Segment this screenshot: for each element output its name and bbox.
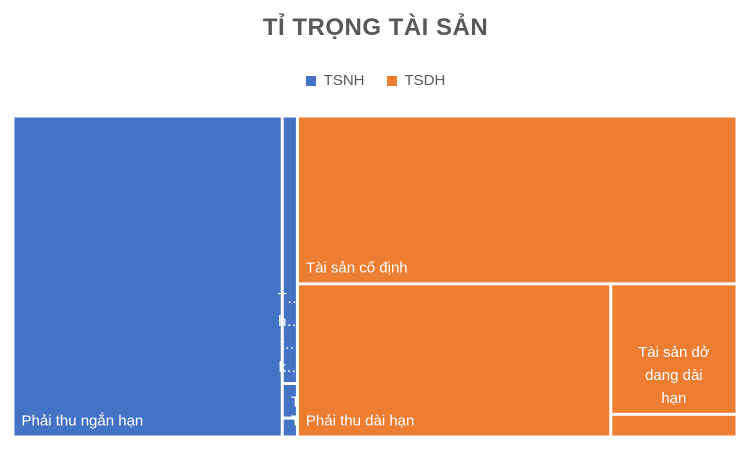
tile-tsnh-0: [14, 117, 281, 436]
tile-tsdh-0: [298, 117, 736, 283]
tile-label-tsnh-1-0: T…: [278, 290, 302, 307]
tile-label-tsnh-0-0: Phải thu ngắn hạn: [22, 413, 144, 430]
legend-swatch-tsnh: [305, 75, 316, 86]
tile-tsnh-2: [283, 385, 296, 417]
tile-label-tsnh-1-1: h…: [278, 313, 301, 330]
tile-tsnh-1: [283, 117, 296, 382]
legend: TSNH TSDH: [0, 72, 751, 89]
tile-label-tsdh-2-0: Tài sản dở: [638, 344, 710, 361]
tile-tsdh-1: [298, 285, 610, 436]
tile-tsnh-3: [283, 419, 296, 436]
tile-label-tsnh-1-3: k…: [279, 359, 302, 376]
tile-label-tsdh-0-0: Tài sản cố định: [306, 259, 408, 276]
legend-swatch-tsdh: [386, 75, 397, 86]
legend-label-tsnh: TSNH: [323, 72, 365, 89]
chart-title: TỈ TRỌNG TÀI SẢN: [262, 14, 489, 41]
tile-label-tsdh-2-2: hạn: [661, 390, 686, 407]
tile-label-tsnh-1-2: t…: [280, 336, 299, 353]
legend-label-tsdh: TSDH: [404, 72, 446, 89]
legend-item-tsnh: TSNH: [305, 72, 365, 89]
tile-tsdh-2: [612, 285, 736, 413]
legend-item-tsdh: TSDH: [386, 72, 446, 89]
tile-tsdh-3: [612, 415, 736, 436]
tile-label-tsdh-1-0: Phải thu dài hạn: [306, 413, 414, 430]
tile-label-tsdh-2-1: dang dài: [645, 367, 703, 384]
